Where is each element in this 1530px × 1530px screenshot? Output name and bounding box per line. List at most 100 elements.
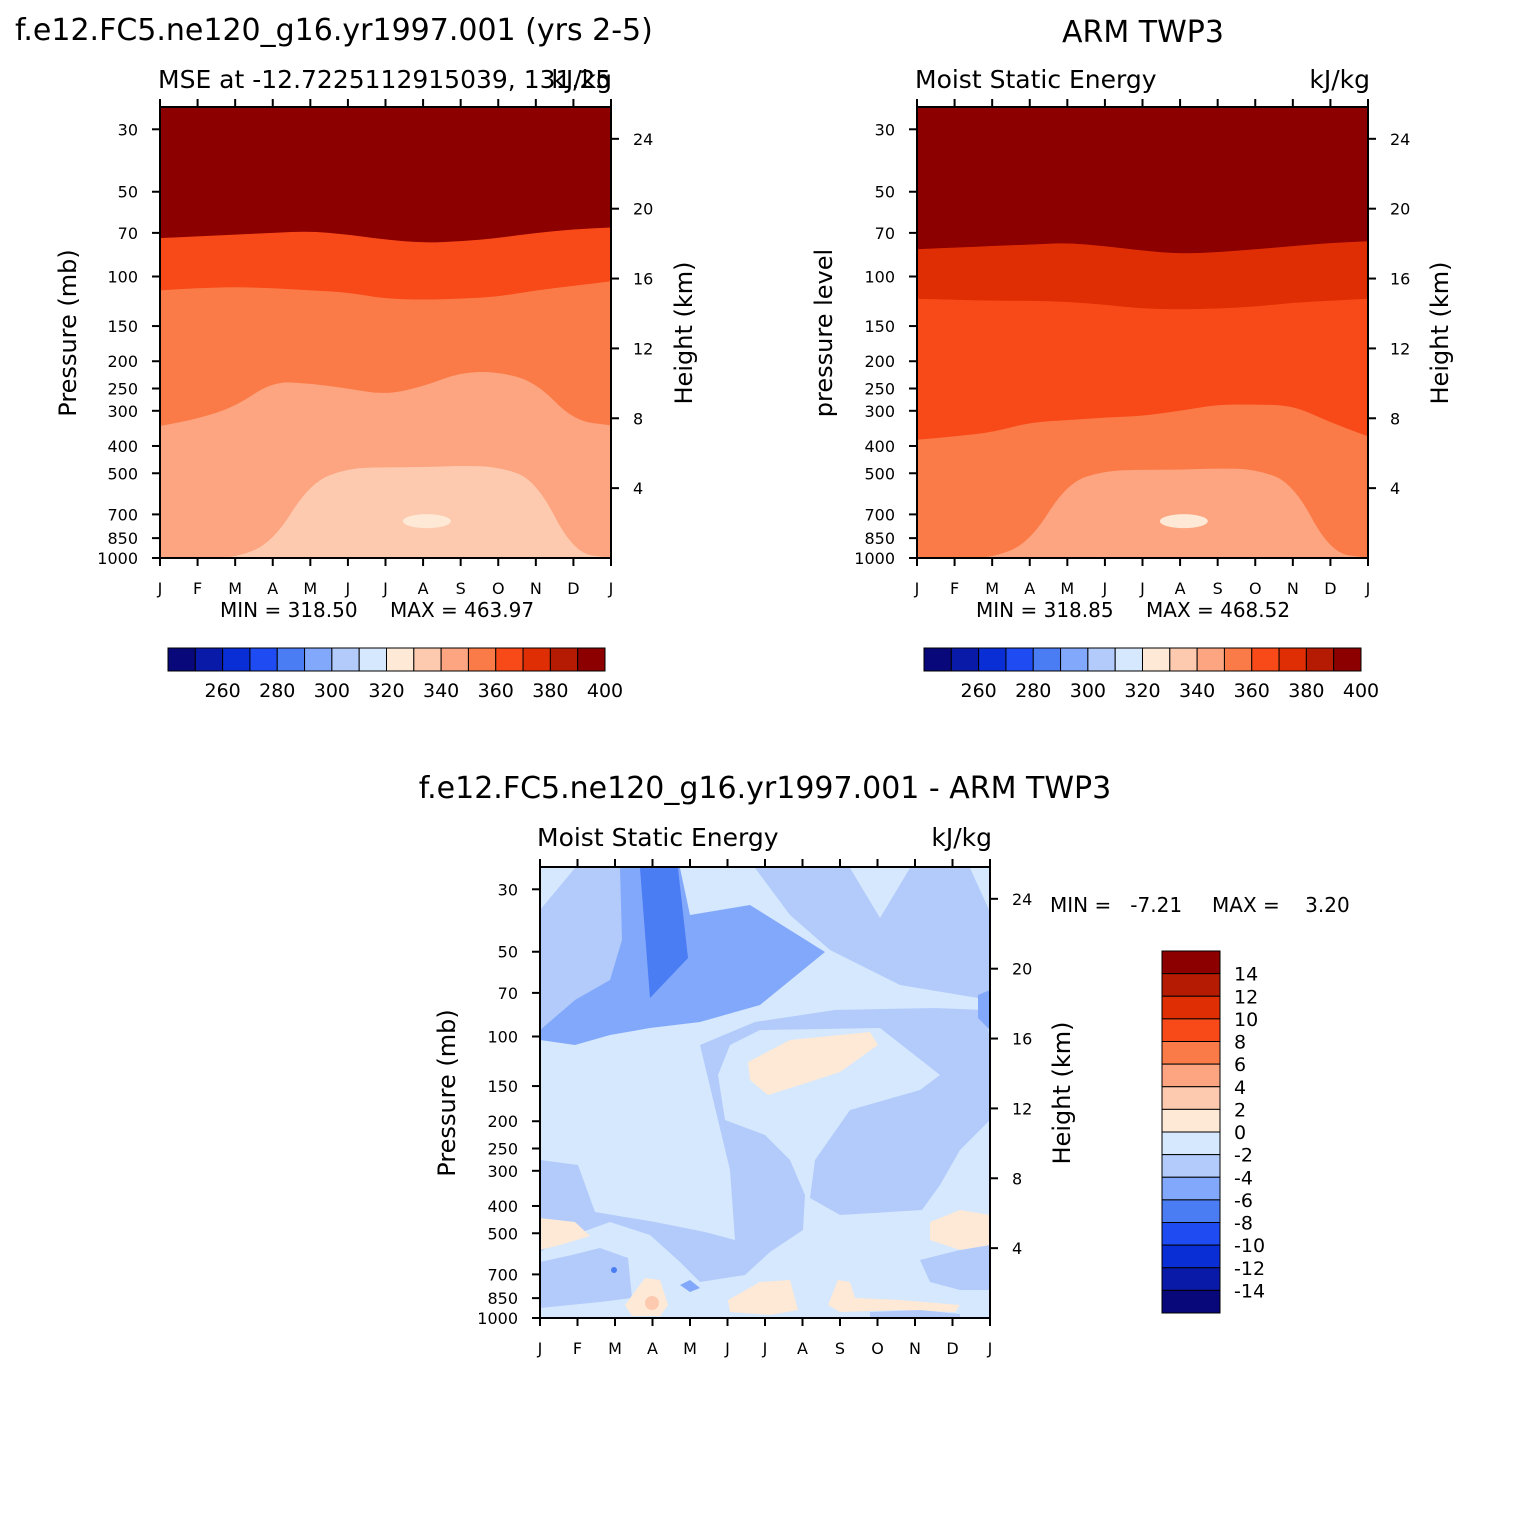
colorbar-swatch <box>1161 1154 1221 1178</box>
x-tick-label: M <box>1060 579 1074 598</box>
x-tick-label: M <box>228 579 242 598</box>
panel-diff-right-string: kJ/kg <box>931 823 992 852</box>
colorbar-label: 400 <box>587 680 623 702</box>
y2-tick-label: 4 <box>1012 1239 1022 1258</box>
colorbar-label: 320 <box>1124 680 1160 702</box>
colorbar-swatch <box>1223 647 1253 672</box>
x-tick-label: J <box>914 579 920 598</box>
panel-model-stat-min: MIN = 318.50 <box>220 598 358 622</box>
colorbar-swatch <box>222 647 251 672</box>
y-tick-label: 250 <box>487 1140 518 1159</box>
colorbar-label: -10 <box>1234 1235 1265 1257</box>
panel-model-stat-max: MAX = 463.97 <box>390 598 534 622</box>
y-tick-label: 700 <box>107 505 138 524</box>
y-tick-label: 30 <box>118 120 138 139</box>
colorbar-swatch <box>1161 1176 1221 1201</box>
y2-tick-label: 16 <box>1390 270 1410 289</box>
colorbar-swatch <box>1161 1244 1221 1269</box>
colorbar-swatch <box>577 647 606 672</box>
diff-region-pos-mid-east <box>930 1210 990 1250</box>
panel-model-right-string: kJ/kg <box>551 65 612 94</box>
colorbar-swatch <box>1032 647 1062 672</box>
colorbar-swatch <box>1161 1086 1221 1110</box>
colorbar-swatch <box>1161 950 1221 975</box>
diff-region-neg6 <box>640 868 688 998</box>
panel-diff-header: f.e12.FC5.ne120_g16.yr1997.001 - ARM TWP… <box>419 771 1111 806</box>
colorbar-swatch <box>467 647 497 672</box>
y2-tick-label: 4 <box>633 479 643 498</box>
colorbar-label: 6 <box>1234 1054 1246 1076</box>
x-tick-label: J <box>987 1339 993 1358</box>
x-tick-label: D <box>946 1339 958 1358</box>
diff-region-pos-low-center <box>728 1280 798 1315</box>
y-tick-label: 100 <box>107 267 138 286</box>
y-tick-label: 250 <box>107 380 138 399</box>
panel-diff-y2label: Height (km) <box>1048 1022 1076 1165</box>
colorbar-label: 12 <box>1234 986 1258 1008</box>
colorbar-obs: 260 280 300 320 340 360 380 400 <box>923 647 1379 702</box>
y-tick-label: 70 <box>118 224 138 243</box>
colorbar-label: 320 <box>368 680 404 702</box>
colorbar-swatch <box>1005 647 1034 672</box>
panel-diff-plot-axes: J F M A M J J A S O N D J 30 50 70 100 150 200 250 300 400 500… <box>477 859 1032 1358</box>
panel-obs-right-string: kJ/kg <box>1309 65 1370 94</box>
diff-region-neg2-east <box>755 868 990 1000</box>
colorbar-label: 260 <box>204 680 240 702</box>
colorbar-label: 10 <box>1234 1009 1258 1031</box>
y2-tick-label: 8 <box>1390 409 1400 428</box>
colorbar-label: 2 <box>1234 1099 1246 1121</box>
colorbar-swatch <box>549 647 579 672</box>
colorbar-swatch <box>1278 647 1307 672</box>
diff-region-neg2-surface <box>870 1310 960 1318</box>
x-tick-label: J <box>537 1339 543 1358</box>
colorbar-swatch <box>1161 1222 1221 1246</box>
x-tick-label: J <box>1365 579 1371 598</box>
colorbar-swatch <box>1161 1108 1221 1133</box>
panel-obs-left-string: Moist Static Energy <box>915 65 1157 94</box>
colorbar-swatch <box>495 647 524 672</box>
panel-model-left-string: MSE at -12.7225112915039, 131.25 <box>158 65 611 94</box>
colorbar-label: -4 <box>1234 1167 1253 1189</box>
x-tick-label: N <box>1287 579 1299 598</box>
x-tick-label: A <box>1175 579 1186 598</box>
x-tick-label: J <box>762 1339 768 1358</box>
y-tick-label: 400 <box>107 437 138 456</box>
colorbar-swatch <box>1142 647 1171 672</box>
diff-region-pos-low-east <box>828 1280 960 1312</box>
colorbar-label: 400 <box>1343 680 1379 702</box>
colorbar-swatch <box>950 647 980 672</box>
x-tick-label: F <box>950 579 959 598</box>
x-tick-label: O <box>871 1339 884 1358</box>
panel-obs-plot-axes: J F M A M J J A S O N D J 30 50 70 100 150 200 250 300 400 500… <box>854 99 1410 598</box>
y-tick-label: 1000 <box>477 1309 518 1328</box>
y-tick-label: 30 <box>875 120 895 139</box>
y-tick-label: 150 <box>107 317 138 336</box>
panel-obs-y2label: Height (km) <box>1426 262 1454 405</box>
y2-tick-label: 24 <box>1390 130 1410 149</box>
y-tick-label: 500 <box>487 1224 518 1243</box>
panel-obs-plot-fill <box>917 107 1368 559</box>
colorbar-swatch <box>440 647 469 672</box>
x-tick-label: S <box>1213 579 1223 598</box>
colorbar-swatch <box>1060 647 1089 672</box>
diff-region-neg2-west <box>540 868 990 1282</box>
colorbar-swatch <box>1169 647 1198 672</box>
x-tick-label: A <box>647 1339 658 1358</box>
y2-tick-label: 16 <box>1012 1030 1032 1049</box>
colorbar-swatch <box>1333 647 1362 672</box>
y-tick-label: 400 <box>487 1197 518 1216</box>
y-tick-label: 150 <box>487 1077 518 1096</box>
colorbar-label: 360 <box>478 680 514 702</box>
y-tick-label: 300 <box>864 402 895 421</box>
colorbar-swatch <box>978 647 1007 672</box>
y-tick-label: 30 <box>498 880 518 899</box>
y-tick-label: 850 <box>487 1289 518 1308</box>
diff-region-neg2-low-east <box>920 1245 990 1290</box>
y-tick-label: 50 <box>875 183 895 202</box>
colorbar-swatch <box>1161 973 1221 997</box>
panel-model-header: f.e12.FC5.ne120_g16.yr1997.001 (yrs 2-5) <box>15 13 653 48</box>
y-tick-label: 200 <box>107 352 138 371</box>
colorbar-swatch <box>358 647 387 672</box>
y-tick-label: 700 <box>864 505 895 524</box>
